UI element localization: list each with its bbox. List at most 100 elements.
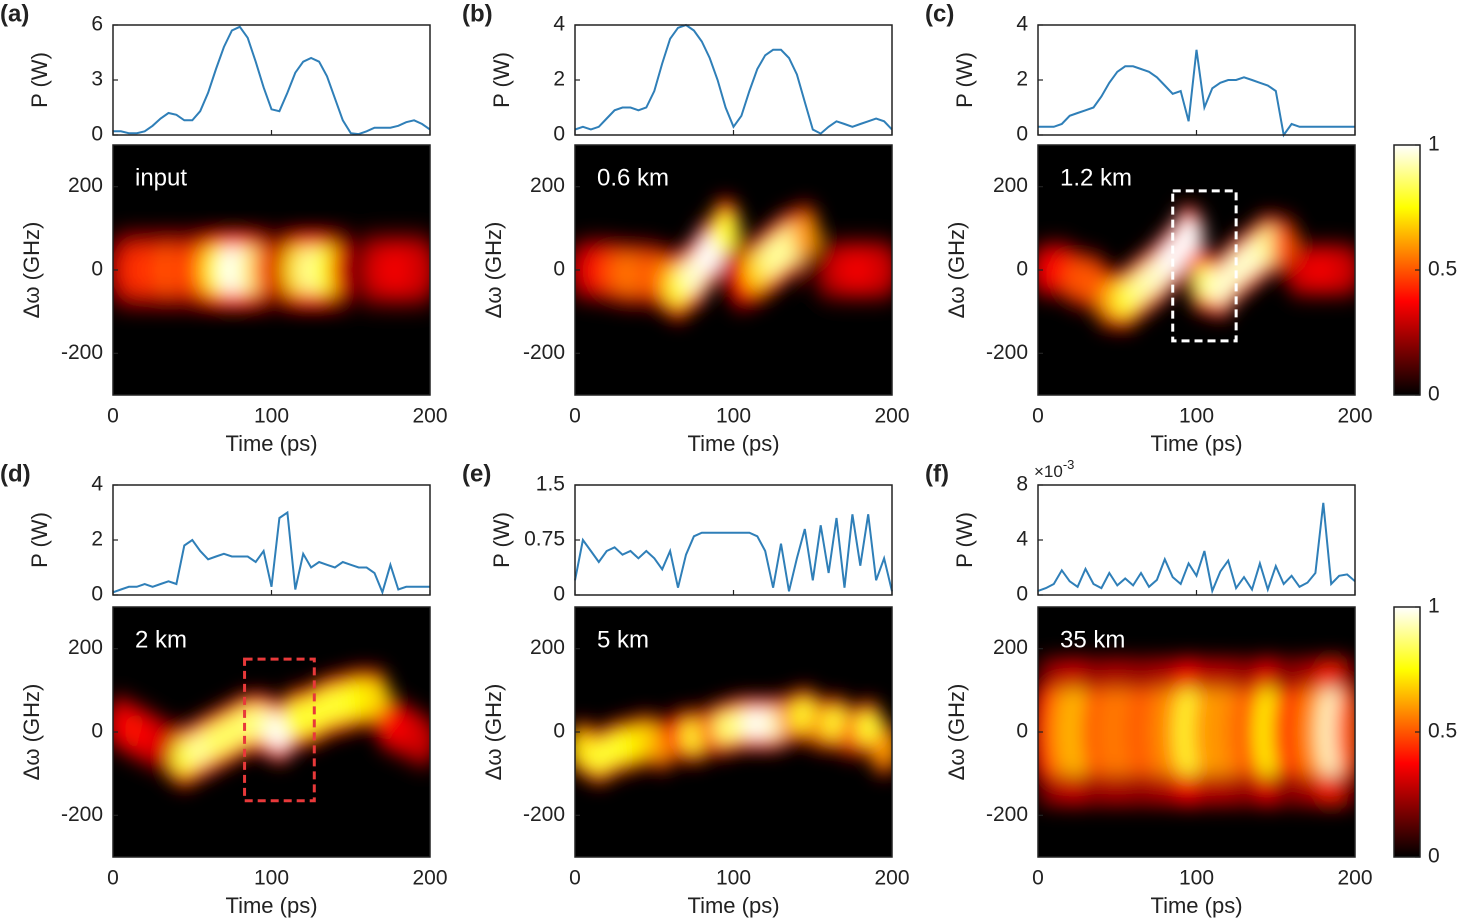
x-axis-label: Time (ps) (1150, 893, 1242, 918)
scale-base: ×10 (1034, 462, 1063, 481)
y-tick-label: 3 (91, 68, 103, 91)
x-tick-label: 200 (874, 405, 909, 428)
annotation: 2 km (135, 626, 187, 653)
spectrogram-blur (113, 227, 430, 313)
highlight-box (243, 657, 316, 803)
x-axis-label: Time (ps) (1150, 431, 1242, 456)
x-tick-label: 0 (569, 867, 581, 890)
y-tick-label: 4 (1016, 13, 1028, 36)
highlight-box (1171, 189, 1238, 343)
spectrogram-axes (574, 144, 893, 396)
y-tick-label: 4 (1016, 528, 1028, 551)
spectrogram-axes (574, 606, 893, 858)
y-tick-label: 6 (91, 13, 103, 36)
annotation: input (135, 164, 187, 191)
y-tick-label: 0 (1016, 583, 1028, 606)
spectrogram (1038, 204, 1355, 332)
x-tick-label: 200 (1337, 867, 1372, 890)
y-axis-label: Δω (GHz) (19, 222, 44, 319)
y-axis-label: P (W) (489, 512, 514, 568)
y-axis-label: Δω (GHz) (944, 222, 969, 319)
spectrogram (113, 227, 430, 313)
y-tick-label: 2 (91, 528, 103, 551)
x-axis-label: Time (ps) (225, 431, 317, 456)
spectral-blob (871, 249, 892, 291)
y-tick-label: 2 (1016, 68, 1028, 91)
x-tick-label: 200 (1337, 405, 1372, 428)
y-tick-label: 4 (91, 473, 103, 496)
power-axes (574, 484, 893, 596)
spectrogram-axes (1037, 606, 1356, 858)
spectral-blob (1334, 251, 1355, 289)
power-axes (1037, 24, 1356, 136)
spectrogram (1038, 654, 1355, 810)
power-line (113, 25, 431, 136)
x-tick-label: 0 (569, 405, 581, 428)
annotation: 5 km (597, 626, 649, 653)
y-tick-label: 0.75 (524, 528, 565, 551)
y-axis-label: P (W) (489, 52, 514, 108)
spectral-blob (409, 721, 430, 760)
colorbar-tick-label: 1 (1428, 133, 1440, 156)
panel-label: (c) (925, 0, 954, 27)
spectral-blob (792, 215, 818, 258)
y-tick-label: 0 (553, 123, 565, 146)
power-axes (574, 24, 893, 136)
spectrogram-blur (1038, 654, 1355, 810)
y-axis-label: Δω (GHz) (481, 684, 506, 781)
panel-label: (a) (0, 0, 29, 27)
x-tick-label: 200 (412, 867, 447, 890)
spectral-blob (871, 732, 892, 766)
y-tick-label: 200 (993, 636, 1028, 659)
y-tick-label: -200 (61, 803, 103, 826)
annotation: 1.2 km (1060, 164, 1132, 191)
power-line (1037, 502, 1356, 595)
scale-exponent: -3 (1063, 457, 1075, 472)
x-tick-label: 100 (716, 867, 751, 890)
colorbar-tick-label: 0 (1428, 845, 1440, 868)
x-axis-label: Time (ps) (687, 431, 779, 456)
x-tick-label: 100 (254, 867, 289, 890)
y-tick-label: 0 (553, 583, 565, 606)
y-tick-label: -200 (523, 341, 565, 364)
y-axis-label: Δω (GHz) (944, 684, 969, 781)
y-tick-label: 0 (1016, 720, 1028, 743)
y-axis-label: P (W) (952, 52, 977, 108)
y-axis-label: Δω (GHz) (19, 684, 44, 781)
y-tick-label: 4 (553, 13, 565, 36)
x-tick-label: 100 (1179, 867, 1214, 890)
y-tick-label: 8 (1016, 473, 1028, 496)
colorbar-tick-label: 1 (1428, 595, 1440, 618)
x-tick-label: 100 (254, 405, 289, 428)
panel-label: (d) (0, 460, 31, 487)
y-tick-label: -200 (986, 803, 1028, 826)
x-tick-label: 200 (874, 867, 909, 890)
y-axis-label: P (W) (952, 512, 977, 568)
power-axes (112, 484, 431, 596)
y-tick-label: 200 (68, 174, 103, 197)
y-tick-label: 0 (553, 720, 565, 743)
colorbar-tick-label: 0.5 (1428, 720, 1457, 743)
spectral-blob (1270, 226, 1297, 264)
colorbar-tick-label: 0 (1428, 383, 1440, 406)
y-tick-label: 200 (68, 636, 103, 659)
power-line (574, 23, 893, 135)
spectrogram-axes (112, 144, 431, 396)
power-axes (112, 24, 431, 136)
x-axis-label: Time (ps) (687, 893, 779, 918)
spectral-blob (712, 211, 739, 254)
y-axis-label: P (W) (27, 52, 52, 108)
spectral-blob (409, 245, 430, 295)
spectrogram (575, 197, 892, 323)
axis-scale: ×10-3 (1034, 457, 1074, 481)
spectrogram-blur (113, 666, 430, 789)
spectral-blob (1334, 686, 1355, 778)
spectrogram (113, 666, 430, 789)
annotation: 35 km (1060, 626, 1125, 653)
y-tick-label: 0 (1016, 258, 1028, 281)
y-tick-label: 200 (530, 174, 565, 197)
spectral-blob (1175, 217, 1202, 256)
y-tick-label: 0 (91, 123, 103, 146)
spectral-blob (361, 679, 388, 718)
